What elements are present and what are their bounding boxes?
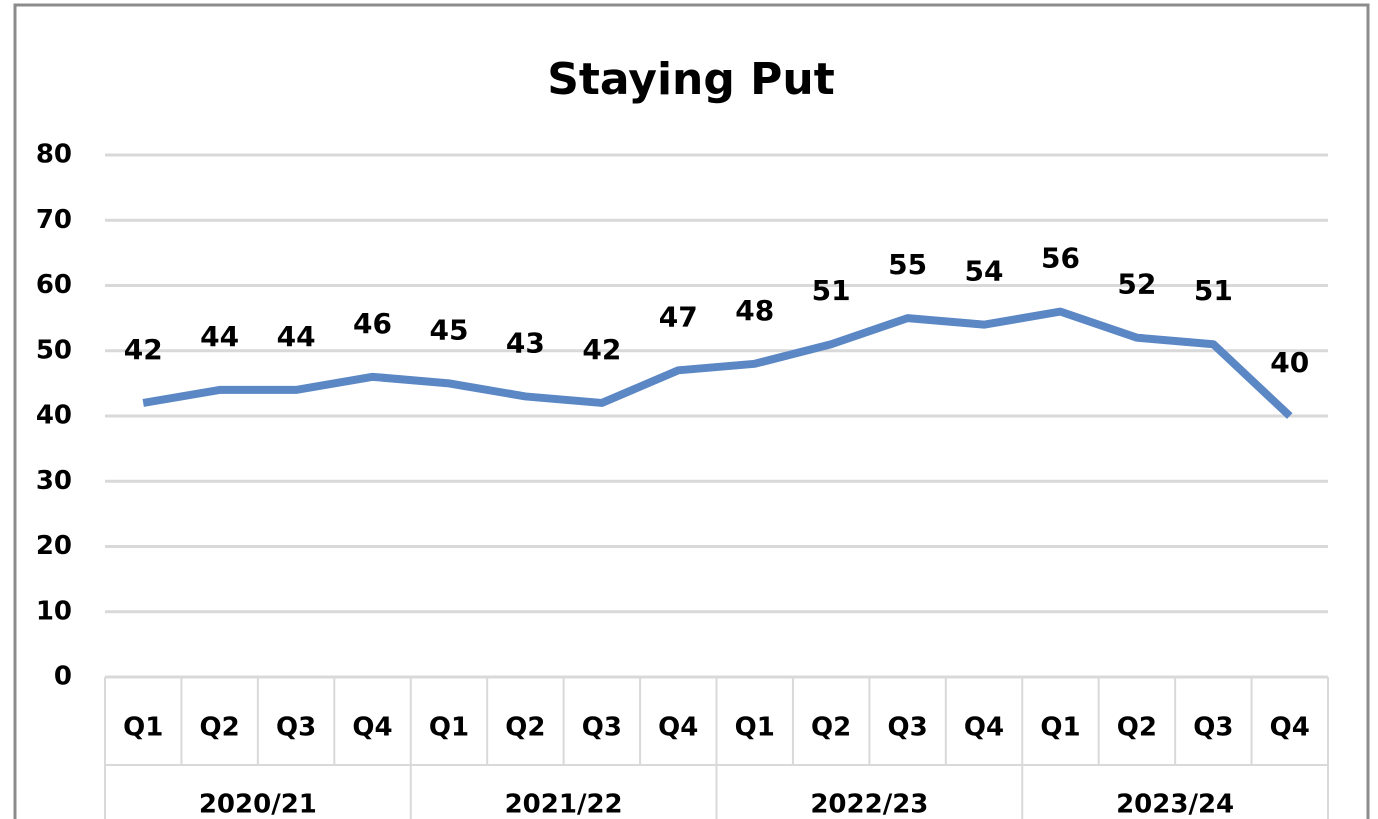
y-tick-label: 50 [36, 335, 72, 365]
data-label: 47 [659, 300, 698, 333]
y-tick-label: 10 [36, 596, 72, 626]
data-label: 46 [353, 307, 392, 340]
x-tick-label: Q1 [429, 713, 469, 743]
x-tick-label: Q2 [505, 713, 545, 743]
x-tick-label: Q2 [1117, 713, 1157, 743]
data-label: 52 [1117, 268, 1156, 301]
x-group-label: 2022/23 [810, 790, 928, 819]
data-label: 54 [965, 255, 1004, 288]
data-label: 42 [124, 333, 163, 366]
data-label: 51 [812, 274, 851, 307]
x-tick-label: Q4 [964, 713, 1004, 743]
x-tick-label: Q3 [887, 713, 927, 743]
x-tick-label: Q3 [276, 713, 316, 743]
y-tick-label: 60 [36, 270, 72, 300]
x-group-label: 2021/22 [505, 790, 623, 819]
data-label: 42 [582, 333, 621, 366]
data-label: 40 [1270, 346, 1309, 379]
x-tick-label: Q3 [1193, 713, 1233, 743]
x-tick-label: Q1 [1040, 713, 1080, 743]
x-tick-label: Q2 [200, 713, 240, 743]
data-label: 48 [735, 294, 774, 327]
data-label: 44 [277, 320, 316, 353]
x-tick-label: Q1 [123, 713, 163, 743]
y-tick-label: 70 [36, 205, 72, 235]
data-label: 44 [200, 320, 239, 353]
y-tick-label: 20 [36, 531, 72, 561]
series-line [142, 307, 1293, 419]
chart-frame [13, 3, 1370, 819]
data-label: 55 [888, 248, 927, 281]
y-tick-label: 30 [36, 466, 72, 496]
x-tick-label: Q3 [582, 713, 622, 743]
x-group-label: 2023/24 [1116, 790, 1234, 819]
x-group-label: 2020/21 [199, 790, 317, 819]
x-tick-label: Q4 [352, 713, 392, 743]
y-tick-label: 0 [54, 662, 72, 692]
data-label: 43 [506, 326, 545, 359]
y-tick-label: 80 [36, 140, 72, 170]
y-tick-label: 40 [36, 401, 72, 431]
data-label: 51 [1194, 274, 1233, 307]
x-tick-label: Q4 [658, 713, 698, 743]
x-tick-label: Q4 [1270, 713, 1310, 743]
x-tick-label: Q1 [735, 713, 775, 743]
x-tick-label: Q2 [811, 713, 851, 743]
chart-title: Staying Put [547, 54, 835, 105]
data-label: 56 [1041, 242, 1080, 275]
data-label: 45 [429, 313, 468, 346]
